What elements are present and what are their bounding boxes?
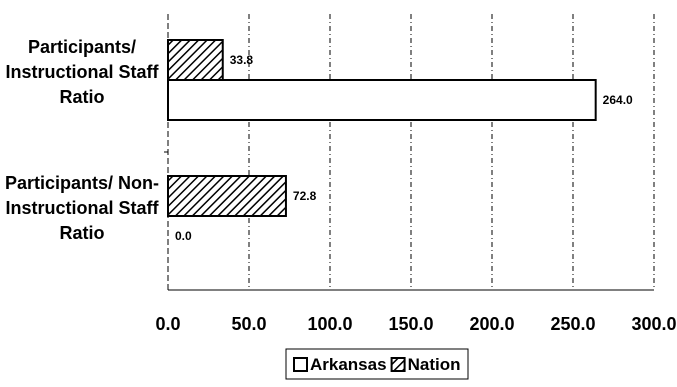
x-tick-label: 250.0 xyxy=(550,314,595,334)
data-labels: 33.8 264.0 72.8 0.0 xyxy=(175,53,633,243)
x-tick-label: 100.0 xyxy=(307,314,352,334)
bar-arkansas-1 xyxy=(167,79,597,121)
data-label-nation-2: 72.8 xyxy=(293,189,317,203)
category-label-1: Participants/Instructional Staff Ratio xyxy=(5,37,159,107)
bar-nation-1 xyxy=(167,39,224,81)
x-tick-label: 150.0 xyxy=(388,314,433,334)
x-tick-label: 300.0 xyxy=(631,314,676,334)
bar-nation-2 xyxy=(167,175,287,217)
x-tick-label: 200.0 xyxy=(469,314,514,334)
bars xyxy=(167,39,597,217)
x-tick-label: 50.0 xyxy=(231,314,266,334)
legend-label-arkansas: Arkansas xyxy=(310,355,387,374)
data-label-nation-1: 33.8 xyxy=(230,53,254,67)
x-tick-labels: 0.0 50.0 100.0 150.0 200.0 250.0 300.0 xyxy=(155,314,676,334)
x-tick-label: 0.0 xyxy=(155,314,180,334)
category-label-2: Participants/ Non-Instructional Staff Rat… xyxy=(5,173,160,243)
data-label-arkansas-2: 0.0 xyxy=(175,229,192,243)
legend-box xyxy=(285,348,469,380)
grid-lines xyxy=(248,14,655,290)
legend: Arkansas Nation xyxy=(285,348,469,380)
category-labels: Participants/Instructional Staff Ratio Par… xyxy=(5,37,160,243)
data-label-arkansas-1: 264.0 xyxy=(603,93,633,107)
legend-swatch-nation xyxy=(390,357,406,372)
legend-label-nation: Nation xyxy=(408,355,461,374)
legend-swatch-arkansas xyxy=(293,357,308,372)
